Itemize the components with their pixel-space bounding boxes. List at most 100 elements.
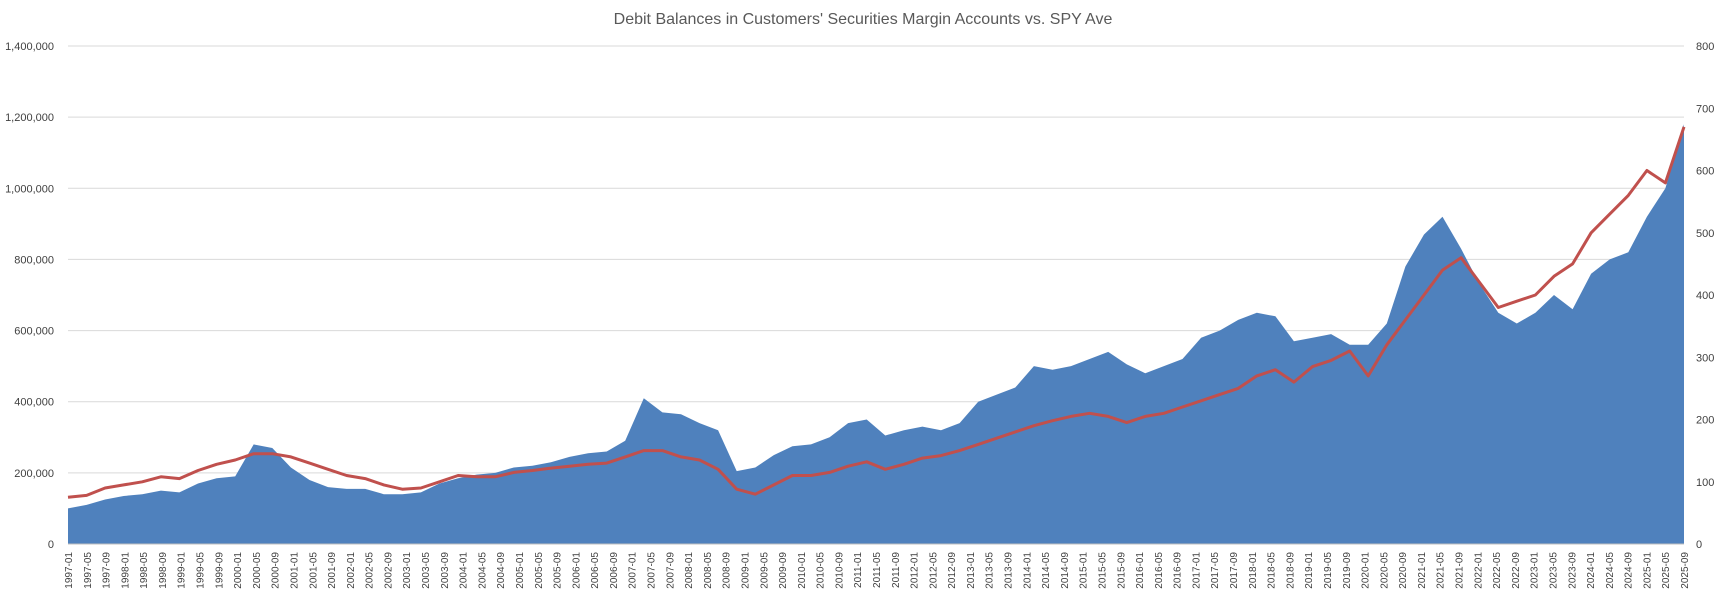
y-left-tick-label: 600,000 [14, 326, 54, 338]
x-tick-label: 2002-01 [346, 552, 357, 589]
x-tick-label: 2003-01 [402, 552, 413, 589]
x-tick-label: 2023-05 [1548, 552, 1559, 589]
x-tick-label: 2004-01 [459, 552, 470, 589]
chart-title: Debit Balances in Customers' Securities … [614, 11, 1113, 28]
y-right-tick-label: 700 [1696, 103, 1714, 115]
y-right-tick-label: 200 [1696, 415, 1714, 427]
x-tick-label: 2009-05 [759, 552, 770, 589]
margin-debit-area [68, 124, 1684, 545]
x-tick-label: 2009-09 [778, 552, 789, 589]
x-tick-label: 2024-01 [1586, 552, 1597, 589]
x-tick-label: 1999-09 [214, 552, 225, 589]
x-tick-label: 2018-09 [1285, 552, 1296, 589]
x-tick-label: 2010-01 [797, 552, 808, 589]
y-axis-right: 0 100 200 300 400 500 600 700 800 [1696, 41, 1714, 551]
x-tick-label: 2014-09 [1060, 552, 1071, 589]
x-tick-label: 2010-09 [834, 552, 845, 589]
x-tick-label: 2007-05 [647, 552, 658, 589]
x-tick-label: 2017-05 [1210, 552, 1221, 589]
x-tick-label: 2008-09 [722, 552, 733, 589]
y-left-tick-label: 800,000 [14, 254, 54, 266]
x-tick-label: 2020-01 [1361, 552, 1372, 589]
y-axis-left: 0 200,000 400,000 600,000 800,000 1,000,000 1,… [5, 41, 54, 551]
x-tick-label: 2015-01 [1079, 552, 1090, 589]
x-tick-label: 2003-09 [440, 552, 451, 589]
x-tick-label: 2025-09 [1680, 552, 1691, 589]
x-tick-label: 2023-09 [1567, 552, 1578, 589]
x-tick-label: 2006-01 [571, 552, 582, 589]
x-tick-label: 2001-05 [308, 552, 319, 589]
x-tick-label: 2021-05 [1436, 552, 1447, 589]
y-left-tick-label: 400,000 [14, 397, 54, 409]
x-axis: 1997-01 1997-05 1997-09 1998-01 1998-05 1998-… [64, 543, 1691, 589]
x-tick-label: 2005-01 [515, 552, 526, 589]
x-tick-label: 2007-09 [665, 552, 676, 589]
y-left-tick-label: 0 [48, 539, 54, 551]
x-tick-label: 1998-05 [139, 552, 150, 589]
x-tick-label: 2016-05 [1154, 552, 1165, 589]
x-tick-label: 2015-05 [1097, 552, 1108, 589]
x-tick-label: 2018-01 [1248, 552, 1259, 589]
y-left-tick-label: 1,200,000 [5, 112, 54, 124]
x-tick-label: 2019-05 [1323, 552, 1334, 589]
x-tick-label: 1999-05 [196, 552, 207, 589]
y-right-tick-label: 500 [1696, 228, 1714, 240]
x-tick-label: 2025-05 [1661, 552, 1672, 589]
series-area [68, 124, 1684, 545]
x-tick-label: 2004-09 [496, 552, 507, 589]
x-tick-label: 2001-09 [327, 552, 338, 589]
y-left-tick-label: 1,000,000 [5, 183, 54, 195]
x-tick-label: 2006-05 [590, 552, 601, 589]
x-tick-label: 2021-01 [1417, 552, 1428, 589]
y-right-tick-label: 0 [1696, 539, 1702, 551]
x-tick-label: 2012-09 [947, 552, 958, 589]
x-tick-label: 2011-09 [891, 552, 902, 588]
x-tick-label: 2016-01 [1135, 552, 1146, 589]
x-tick-label: 2022-05 [1492, 552, 1503, 589]
x-tick-label: 2013-09 [1004, 552, 1015, 589]
x-tick-label: 2009-01 [740, 552, 751, 589]
x-tick-label: 2001-01 [289, 552, 300, 589]
x-tick-label: 2019-09 [1342, 552, 1353, 589]
x-tick-label: 1999-01 [177, 552, 188, 589]
x-tick-label: 2003-05 [421, 552, 432, 589]
x-tick-label: 2018-05 [1267, 552, 1278, 589]
x-tick-label: 2019-01 [1304, 552, 1315, 589]
x-tick-label: 2005-09 [553, 552, 564, 589]
series-line [67, 126, 1686, 499]
y-left-tick-label: 200,000 [14, 468, 54, 480]
x-tick-label: 2002-05 [365, 552, 376, 589]
y-right-tick-label: 400 [1696, 290, 1714, 302]
x-tick-label: 2013-01 [966, 552, 977, 589]
x-tick-label: 2011-05 [872, 552, 883, 588]
x-tick-label: 1998-09 [158, 552, 169, 589]
x-tick-label: 1997-01 [64, 552, 75, 589]
x-tick-label: 2014-05 [1041, 552, 1052, 589]
x-tick-label: 2005-05 [534, 552, 545, 589]
x-tick-label: 2014-01 [1022, 552, 1033, 589]
x-tick-label: 2012-05 [928, 552, 939, 589]
y-right-tick-label: 100 [1696, 477, 1714, 489]
x-tick-label: 1997-05 [83, 552, 94, 589]
x-tick-label: 2008-05 [703, 552, 714, 589]
x-tick-label: 2025-01 [1642, 552, 1653, 589]
x-tick-label: 2016-09 [1173, 552, 1184, 589]
x-tick-label: 2015-09 [1116, 552, 1127, 589]
x-tick-label: 2017-09 [1229, 552, 1240, 589]
y-right-tick-label: 300 [1696, 352, 1714, 364]
x-tick-label: 2000-01 [233, 552, 244, 589]
x-tick-label: 2024-05 [1605, 552, 1616, 589]
x-tick-label: 2011-01 [853, 552, 864, 588]
x-tick-label: 2000-09 [271, 552, 282, 589]
x-tick-label: 2012-01 [910, 552, 921, 589]
x-tick-label: 2021-09 [1455, 552, 1466, 589]
x-tick-label: 2008-01 [684, 552, 695, 589]
x-tick-label: 2020-09 [1398, 552, 1409, 589]
x-tick-label: 2023-01 [1530, 552, 1541, 589]
x-tick-label: 2017-01 [1191, 552, 1202, 589]
x-tick-label: 2010-05 [816, 552, 827, 589]
y-left-tick-label: 1,400,000 [5, 41, 54, 53]
x-tick-label: 2007-01 [628, 552, 639, 589]
x-tick-label: 1998-01 [120, 552, 131, 589]
x-tick-label: 2013-05 [985, 552, 996, 589]
